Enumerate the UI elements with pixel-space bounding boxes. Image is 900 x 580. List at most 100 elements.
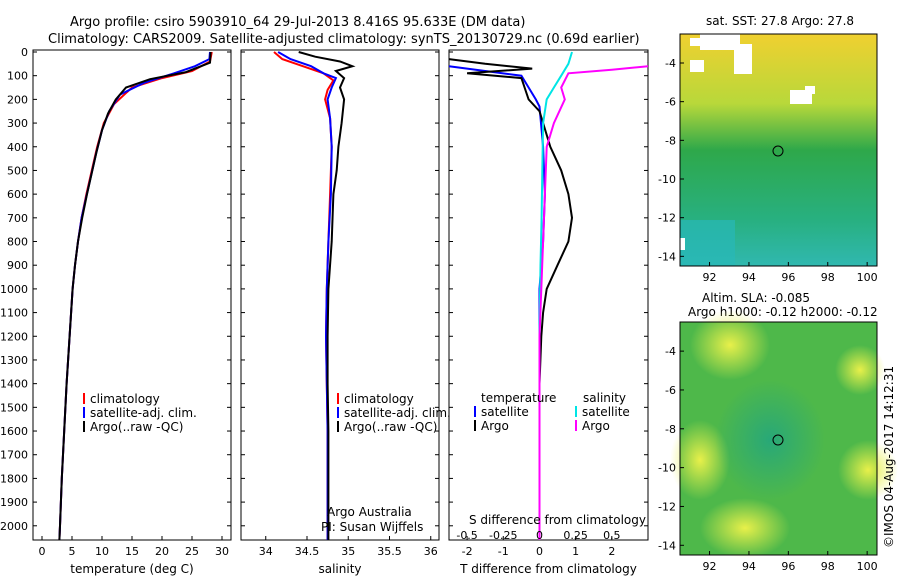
lat-label: -10 <box>658 173 676 186</box>
legend-satellite: satellite-adj. clim. <box>344 406 451 420</box>
lat-label: -4 <box>665 345 676 358</box>
sla-map: Altim. SLA: -0.085 Argo h1000: -0.12 h20… <box>658 291 898 573</box>
x-tick-label: 36 <box>424 545 438 558</box>
depth-label: 1000 <box>0 283 28 296</box>
difference-panel: -2 -1 0 1 2 T difference from climatology <box>448 49 649 576</box>
x-tick-label: 0 <box>536 545 543 558</box>
argo-position-marker <box>772 145 784 157</box>
depth-label: 800 <box>7 236 28 249</box>
series-s-satellite <box>538 51 573 540</box>
lat-label: -6 <box>665 96 676 109</box>
imos-credit: ©IMOS 04-Aug-2017 14:12:31 <box>882 366 896 548</box>
sst-cool-patch <box>680 220 735 266</box>
sla-low <box>715 380 825 500</box>
legend-salinity: salinity <box>583 391 626 405</box>
s-diff-axis-label: S difference from climatology <box>469 513 646 527</box>
legend-climatology: climatology <box>344 392 414 406</box>
series-t-satellite <box>448 65 546 540</box>
sla-high <box>835 345 885 395</box>
lon-label: 94 <box>742 271 756 284</box>
series-argo <box>58 51 212 541</box>
sst-frame <box>679 33 878 267</box>
header-line1: Argo profile: csiro 5903910_64 29-Jul-20… <box>70 15 525 30</box>
legend-argo: Argo(..raw -QC) <box>90 420 183 434</box>
x-tick-label: 25 <box>185 545 199 558</box>
legend-climatology: climatology <box>90 392 160 406</box>
sst-axis: 92 94 96 98 100 -4 -6 -8 -10 -12 -14 <box>658 57 878 284</box>
series-satellite <box>58 51 211 541</box>
depth-label: 700 <box>7 212 28 225</box>
depth-label: 200 <box>7 93 28 106</box>
s-tick-label: 0.25 <box>563 529 588 542</box>
legend-t-argo: Argo <box>481 419 509 433</box>
depth-label: 1600 <box>0 425 28 438</box>
depth-label: 1200 <box>0 330 28 343</box>
legend-argo: Argo(..raw -QC) <box>344 420 437 434</box>
x-axis-label: T difference from climatology <box>459 562 637 576</box>
sla-high <box>838 440 898 500</box>
depth-label: 1900 <box>0 496 28 509</box>
lat-label: -12 <box>658 500 676 513</box>
difference-legend: temperature salinity satellite Argo sate… <box>474 391 630 433</box>
x-tick-label: 2 <box>608 545 615 558</box>
sla-high <box>690 310 770 380</box>
depth-axis: 0 100 200 300 400 500 600 700 800 900 1000 1100 1200… <box>0 46 28 533</box>
sla-high <box>700 498 790 558</box>
series-argo <box>298 51 356 540</box>
legend-temperature: temperature <box>481 391 556 405</box>
temperature-legend: climatology satellite-adj. clim. Argo(..… <box>83 392 197 434</box>
s-tick-label: 0 <box>536 529 543 542</box>
plot-frame <box>240 49 440 541</box>
plot-frame <box>448 49 649 541</box>
depth-label: 1700 <box>0 449 28 462</box>
argo-australia-label: Argo Australia <box>327 505 412 519</box>
depth-label: 300 <box>7 117 28 130</box>
lon-label: 96 <box>781 271 795 284</box>
x-tick-label: 34.5 <box>295 545 320 558</box>
x-tick-label: 10 <box>95 545 109 558</box>
sla-frame <box>679 321 878 556</box>
sla-title: Altim. SLA: -0.085 <box>702 291 810 305</box>
depth-label: 100 <box>7 70 28 83</box>
lat-label: -14 <box>658 539 676 552</box>
series-climatology <box>58 51 213 541</box>
legend-t-satellite: satellite <box>481 405 529 419</box>
depth-label: 1300 <box>0 354 28 367</box>
lat-label: -8 <box>665 423 676 436</box>
header-line2: Climatology: CARS2009. Satellite-adjuste… <box>48 32 640 47</box>
depth-label: 900 <box>7 259 28 272</box>
lon-label: 98 <box>821 560 835 573</box>
depth-label: 1100 <box>0 307 28 320</box>
depth-label: 1400 <box>0 378 28 391</box>
lat-label: -6 <box>665 384 676 397</box>
x-tick-label: -2 <box>462 545 473 558</box>
sst-missing <box>734 44 752 74</box>
lon-label: 98 <box>821 271 835 284</box>
x-tick-label: -1 <box>498 545 509 558</box>
legend-s-argo: Argo <box>582 419 610 433</box>
depth-label: 1500 <box>0 401 28 414</box>
s-tick-label: 0.5 <box>603 529 621 542</box>
x-tick-label: 20 <box>155 545 169 558</box>
depth-label: 1800 <box>0 472 28 485</box>
sst-missing <box>680 238 685 250</box>
x-tick-label: 35 <box>341 545 355 558</box>
series-s-argo <box>538 65 649 540</box>
depth-label: 600 <box>7 188 28 201</box>
lat-label: -10 <box>658 462 676 475</box>
sst-title: sat. SST: 27.8 Argo: 27.8 <box>706 14 854 28</box>
sst-missing <box>805 86 815 94</box>
sla-axis: 92 94 96 98 100 -4 -6 -8 -10 -12 -14 <box>658 345 878 573</box>
x-axis-label: temperature (deg C) <box>70 562 193 576</box>
s-diff-ticks: -0.5 -0.25 0 0.25 0.5 <box>456 529 620 542</box>
x-tick-label: 5 <box>69 545 76 558</box>
legend-s-satellite: satellite <box>582 405 630 419</box>
pi-label: PI: Susan Wijffels <box>321 520 423 534</box>
depth-label: 0 <box>21 46 28 59</box>
lon-label: 100 <box>857 560 878 573</box>
x-tick-label: 30 <box>215 545 229 558</box>
lon-label: 94 <box>742 560 756 573</box>
sst-missing <box>690 38 710 46</box>
salinity-panel: 34 34.5 35 35.5 36 salinity <box>240 49 440 576</box>
depth-label: 500 <box>7 164 28 177</box>
